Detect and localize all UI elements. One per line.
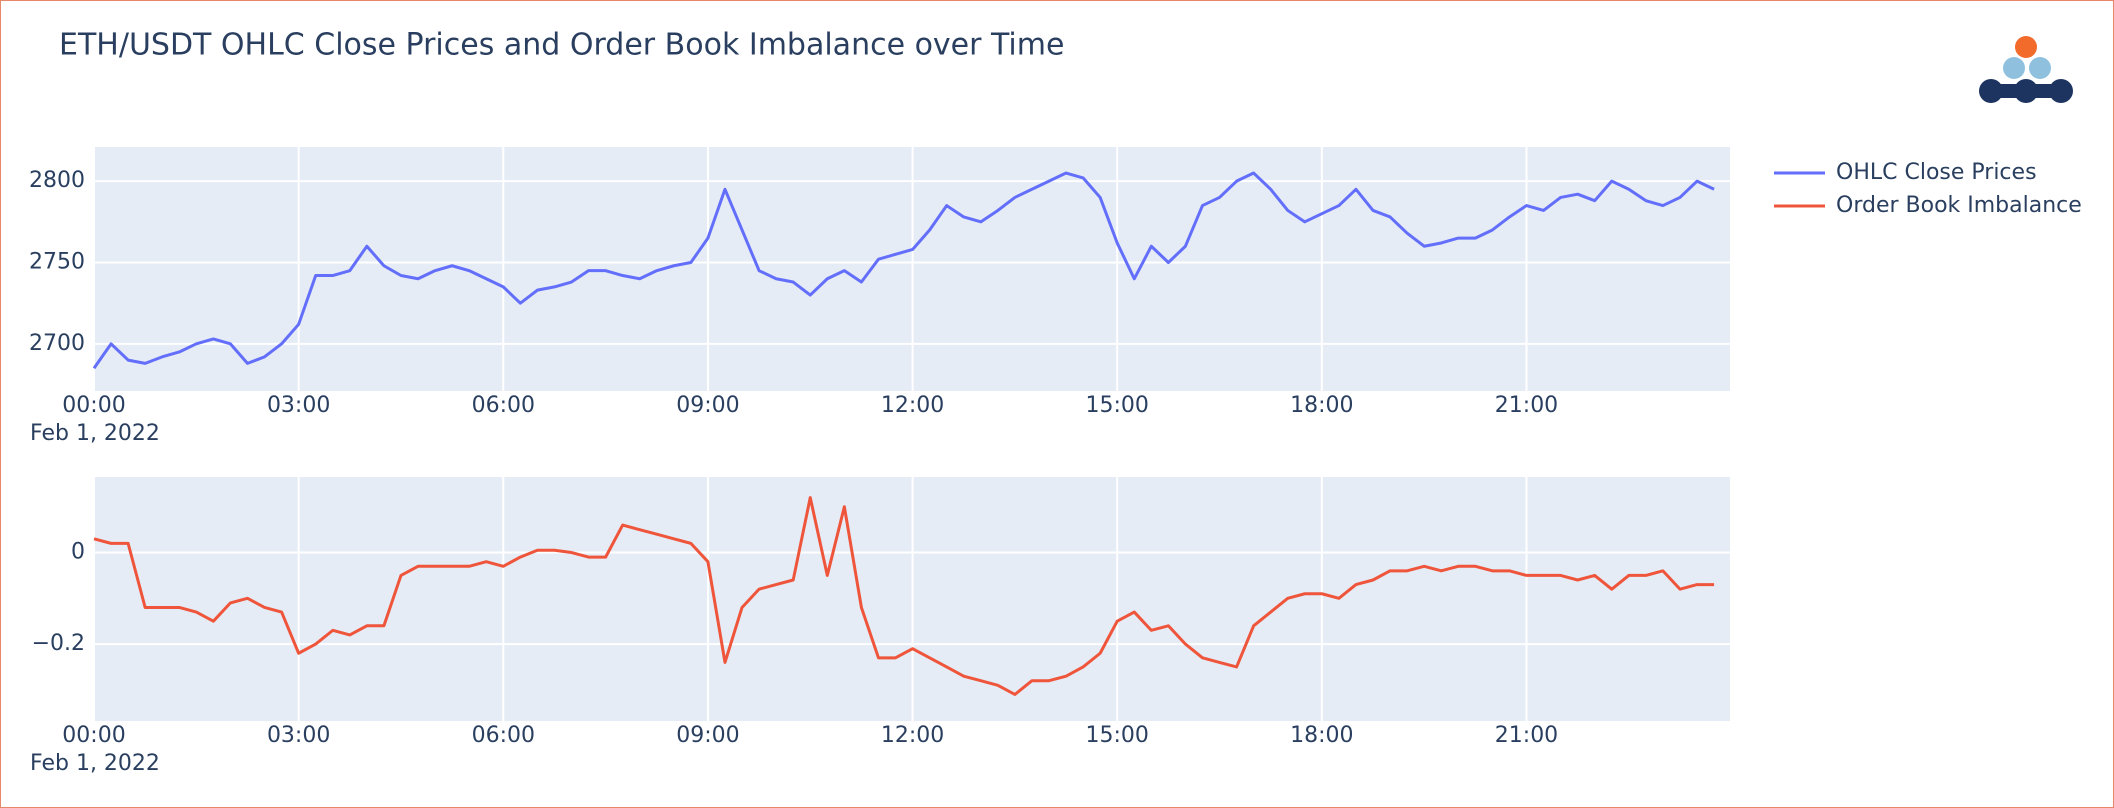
y-tick-label: 2750 bbox=[29, 249, 85, 274]
data-line bbox=[92, 171, 1715, 370]
x-tick-label: 12:00 bbox=[881, 723, 944, 748]
y-tick-label: 2700 bbox=[29, 331, 85, 356]
data-line bbox=[93, 496, 1715, 696]
x-tick-label: 15:00 bbox=[1086, 393, 1149, 418]
logo bbox=[1979, 36, 2073, 103]
legend: OHLC Close Prices Order Book Imbalance bbox=[1774, 160, 2082, 218]
x-tick-label: 21:00 bbox=[1495, 723, 1558, 748]
x-tick-label: 18:00 bbox=[1290, 393, 1353, 418]
x-tick-label: 03:00 bbox=[267, 723, 330, 748]
x-tick-label: 09:00 bbox=[676, 393, 739, 418]
chart-title: ETH/USDT OHLC Close Prices and Order Boo… bbox=[59, 28, 1064, 63]
y-tick-label: 2800 bbox=[29, 168, 85, 193]
x-tick-label: 06:00 bbox=[472, 393, 535, 418]
x-tick-label: 06:00 bbox=[472, 723, 535, 748]
x-tick-label: 12:00 bbox=[881, 393, 944, 418]
legend-label[interactable]: OHLC Close Prices bbox=[1836, 160, 2037, 185]
x-tick-label: 18:00 bbox=[1290, 723, 1353, 748]
legend-label[interactable]: Order Book Imbalance bbox=[1836, 193, 2082, 218]
plots: 00:00 03:00 06:00 09:00 12:00 15:00 18:00 21:00… bbox=[29, 147, 1730, 776]
x-tick-label: 21:00 bbox=[1495, 393, 1558, 418]
y-tick-label: 0 bbox=[71, 540, 85, 565]
x-tick-label: 03:00 bbox=[267, 393, 330, 418]
x-tick-label: 00:00 bbox=[62, 723, 125, 748]
x-tick-label: 15:00 bbox=[1086, 723, 1149, 748]
x-tick-label: 09:00 bbox=[676, 723, 739, 748]
y-tick-label: −0.2 bbox=[32, 631, 85, 656]
x-date-label: Feb 1, 2022 bbox=[30, 421, 160, 446]
x-tick-label: 00:00 bbox=[62, 393, 125, 418]
x-date-label: Feb 1, 2022 bbox=[30, 751, 160, 776]
